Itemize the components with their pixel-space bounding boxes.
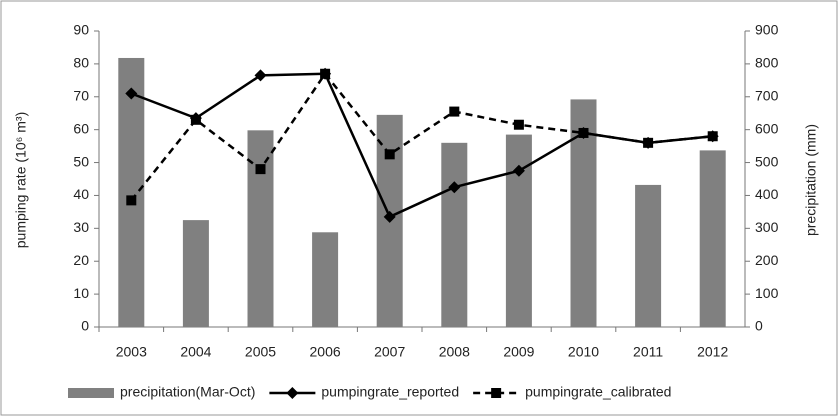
y-tick-label: 70 — [73, 87, 89, 103]
point — [643, 137, 654, 148]
y2-tick-label: 400 — [755, 186, 779, 202]
y2-tick-label: 100 — [755, 285, 779, 301]
point — [449, 106, 460, 117]
point — [448, 181, 461, 194]
line — [130, 72, 713, 219]
point — [383, 210, 396, 223]
point — [578, 127, 589, 138]
point — [513, 119, 524, 130]
y2-tick-label: 700 — [755, 87, 779, 103]
x-tick-label: 2006 — [310, 344, 341, 360]
y-axis-label: pumping rate (10⁶ m³) — [13, 112, 29, 248]
y2-tick-label: 200 — [755, 252, 779, 268]
bar — [182, 220, 209, 327]
y-tick-label: 90 — [73, 22, 89, 38]
bar — [118, 57, 145, 328]
y2-tick-label: 300 — [755, 219, 779, 235]
y2-tick-label: 500 — [755, 153, 779, 169]
bar — [441, 142, 468, 327]
y-tick-label: 30 — [73, 219, 89, 235]
y-tick-label: 20 — [73, 252, 89, 268]
legend-swatch — [68, 388, 114, 398]
y2-tick-label: 0 — [755, 318, 763, 334]
point — [512, 164, 525, 177]
x-tick-label: 2011 — [633, 344, 663, 360]
legend-marker — [491, 388, 502, 398]
x-tick-label: 2004 — [180, 344, 211, 360]
bar — [312, 232, 339, 327]
y2-tick-label: 900 — [755, 22, 779, 38]
point — [707, 131, 718, 142]
x-tick-label: 2005 — [245, 344, 276, 360]
y-tick-label: 60 — [73, 120, 89, 136]
x-tick-label: 2008 — [439, 344, 470, 360]
legend-label: pumpingrate_calibrated — [525, 384, 671, 400]
legend-label: precipitation(Mar-Oct) — [120, 384, 255, 400]
legend-marker — [286, 387, 299, 399]
point — [126, 195, 137, 206]
y-tick-label: 40 — [73, 186, 89, 202]
y2-tick-label: 800 — [755, 55, 779, 71]
bar — [699, 150, 726, 327]
y-tick-label: 10 — [73, 285, 89, 301]
y2-axis-label: precipitation (mm) — [803, 124, 819, 236]
point — [384, 149, 395, 160]
x-tick-label: 2012 — [697, 344, 728, 360]
y2-tick-label: 600 — [755, 120, 779, 136]
point — [254, 69, 267, 82]
point — [320, 68, 331, 79]
bar — [635, 184, 662, 327]
x-tick-label: 2010 — [568, 344, 599, 360]
x-tick-label: 2007 — [374, 344, 405, 360]
point — [125, 87, 138, 100]
y-tick-label: 50 — [73, 153, 89, 169]
x-tick-label: 2009 — [503, 344, 534, 360]
y-tick-label: 80 — [73, 55, 89, 71]
bar — [247, 130, 274, 327]
y-tick-label: 0 — [81, 318, 89, 334]
bar — [505, 134, 532, 327]
x-tick-label: 2003 — [116, 344, 147, 360]
legend-label: pumpingrate_reported — [321, 384, 459, 400]
point — [255, 164, 266, 175]
point — [190, 114, 201, 125]
